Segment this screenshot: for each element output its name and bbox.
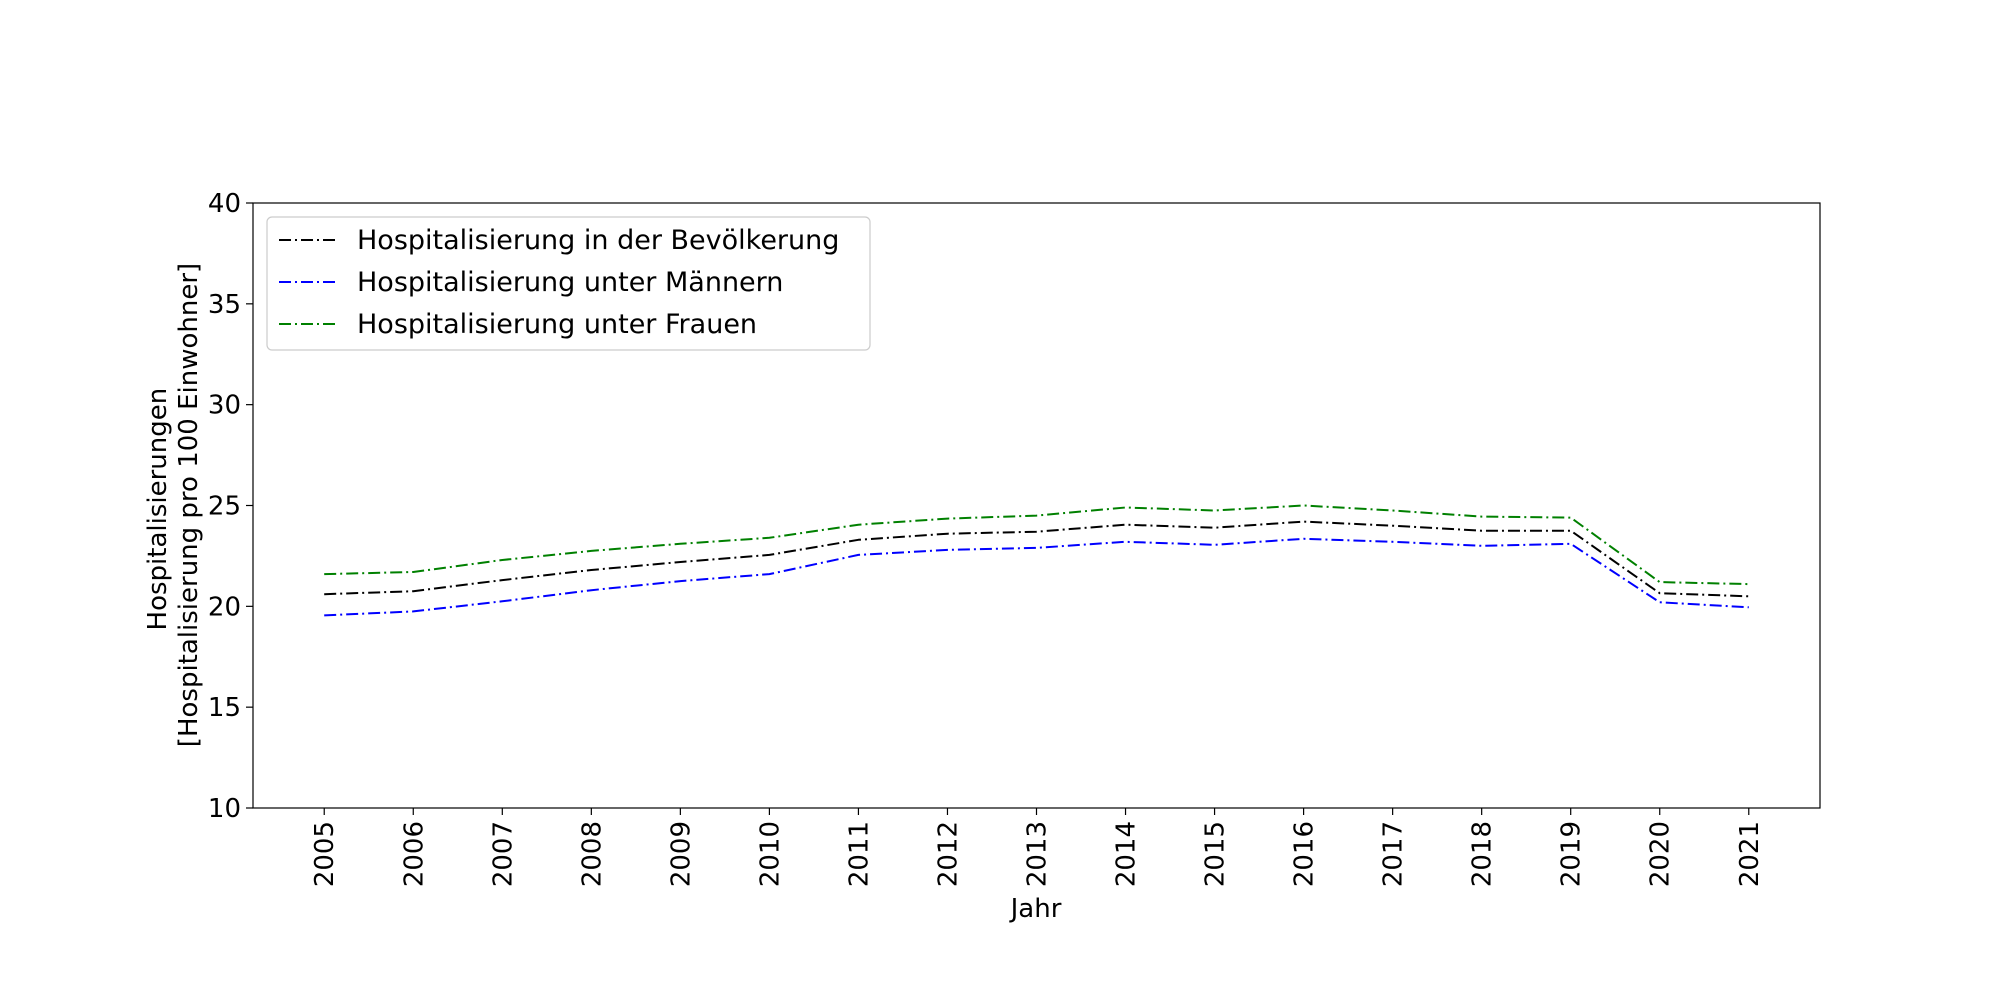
x-tick-label-2014: 2014: [1112, 821, 1142, 887]
legend-box: [266, 216, 871, 351]
y-tick-label-20: 20: [208, 592, 241, 622]
y-tick-label-15: 15: [208, 693, 241, 723]
x-tick-label-2015: 2015: [1201, 821, 1231, 887]
y-tick-label-25: 25: [208, 492, 241, 522]
x-tick-label-2016: 2016: [1290, 821, 1320, 887]
series-lines: [324, 504, 1749, 617]
x-axis-title: Jahr: [1009, 894, 1062, 924]
x-tick-label-2018: 2018: [1468, 821, 1498, 887]
x-tick-label-2019: 2019: [1557, 821, 1587, 887]
legend-label-maenner: Hospitalisierung unter Männern: [357, 267, 783, 298]
x-tick-label-2013: 2013: [1023, 821, 1053, 887]
x-tick-label-2008: 2008: [577, 821, 607, 887]
y-tick-label-30: 30: [208, 391, 241, 421]
series-line-hospitalisierung-unter-frauen: [324, 504, 1749, 586]
y-axis-ticks: 10 15 20 25 30 35 40: [208, 189, 253, 824]
x-tick-label-2020: 2020: [1646, 821, 1676, 887]
x-tick-label-2009: 2009: [666, 821, 696, 887]
legend-label-bevoelkerung: Hospitalisierung in der Bevölkerung: [357, 225, 839, 256]
x-tick-label-2007: 2007: [488, 821, 518, 887]
y-tick-label-40: 40: [208, 189, 241, 219]
x-tick-label-2012: 2012: [933, 821, 963, 887]
x-tick-label-2017: 2017: [1379, 821, 1409, 887]
y-axis-title-line-2: [Hospitalisierung pro 100 Einwohner]: [174, 263, 204, 747]
y-axis-title-line-1: Hospitalisierungen: [143, 388, 173, 631]
series-line-hospitalisierung-unter-maennern: [324, 537, 1749, 617]
x-tick-label-2011: 2011: [844, 821, 874, 887]
x-tick-label-2005: 2005: [310, 821, 340, 887]
x-axis-ticks: 2005 2006 2007 2008 2009 2010 2011 2012 2013 2014…: [310, 808, 1765, 887]
x-tick-label-2006: 2006: [399, 821, 429, 887]
series-line-hospitalisierung-in-der-bevoelkerung: [324, 520, 1749, 598]
legend-label-frauen: Hospitalisierung unter Frauen: [357, 309, 757, 340]
x-tick-label-2010: 2010: [755, 821, 785, 887]
x-tick-label-2021: 2021: [1735, 821, 1765, 887]
y-axis-title: Hospitalisierungen [Hospitalisierung pro…: [143, 263, 204, 747]
y-tick-label-35: 35: [208, 290, 241, 320]
legend: Hospitalisierung in der Bevölkerung Hosp…: [266, 216, 871, 351]
y-tick-label-10: 10: [208, 794, 241, 824]
